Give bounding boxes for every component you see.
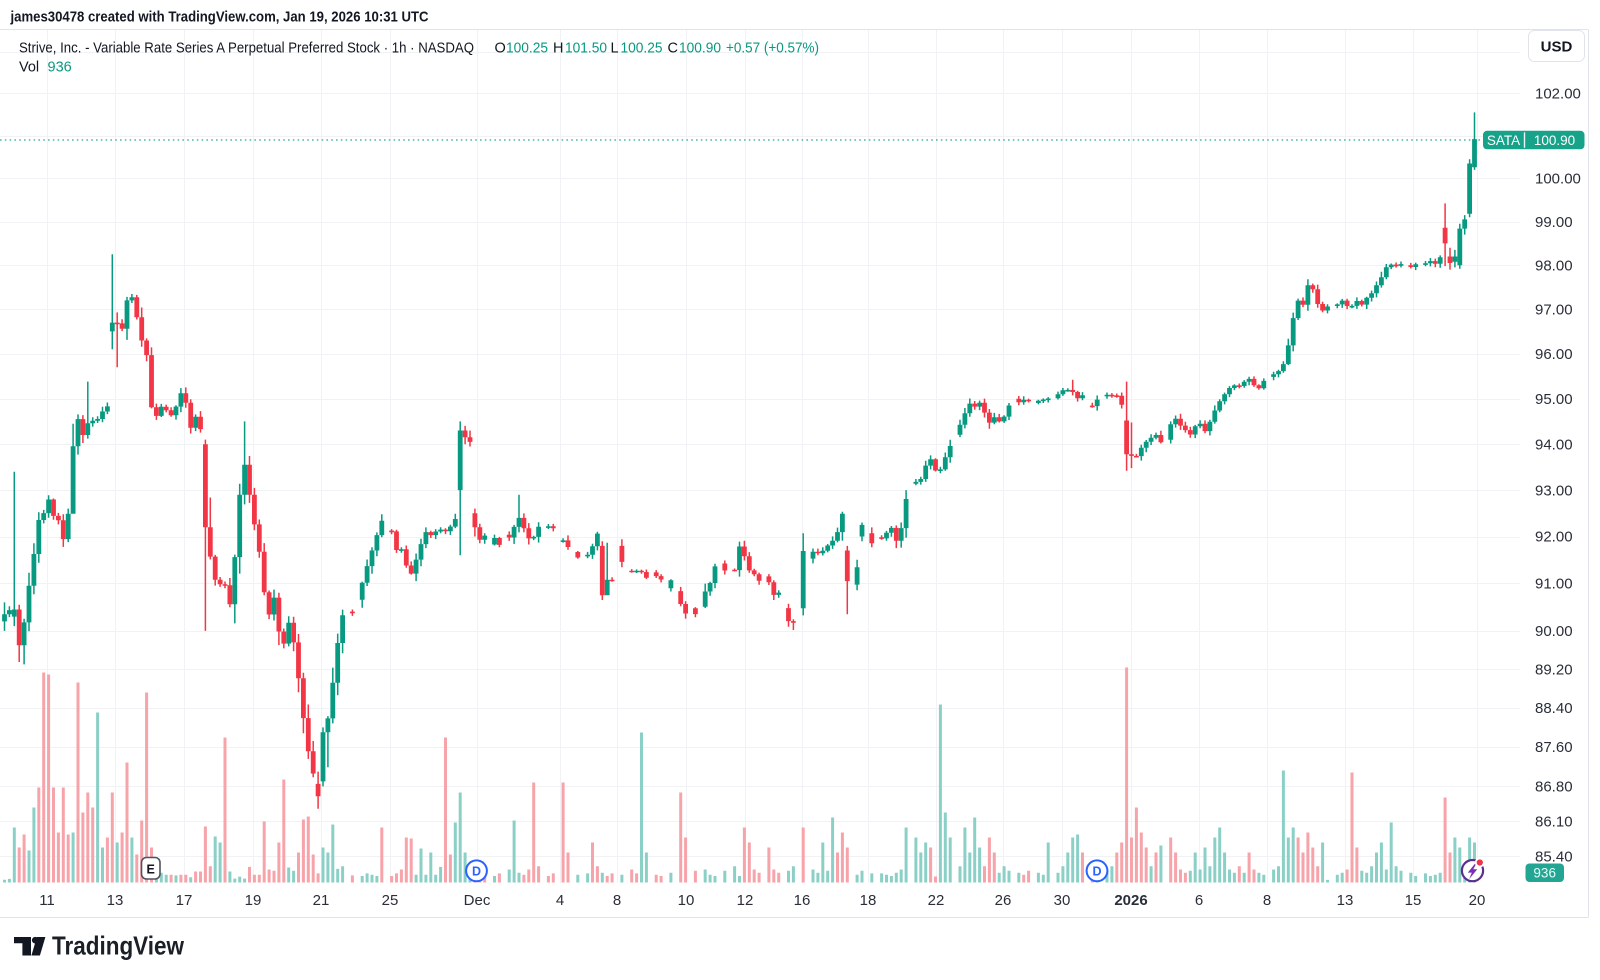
- svg-text:94.00: 94.00: [1535, 436, 1573, 453]
- svg-text:E: E: [147, 863, 155, 877]
- svg-text:8: 8: [613, 892, 621, 909]
- svg-text:10: 10: [678, 892, 695, 909]
- svg-text:98.00: 98.00: [1535, 257, 1573, 274]
- svg-text:86.80: 86.80: [1535, 779, 1573, 796]
- svg-text:15: 15: [1405, 892, 1422, 909]
- svg-text:8: 8: [1263, 892, 1271, 909]
- svg-text:93.00: 93.00: [1535, 482, 1573, 499]
- svg-text:Dec: Dec: [464, 892, 491, 909]
- svg-text:+0.57 (+0.57%): +0.57 (+0.57%): [726, 41, 819, 57]
- svg-text:13: 13: [107, 892, 124, 909]
- svg-text:25: 25: [382, 892, 399, 909]
- svg-text:17: 17: [176, 892, 193, 909]
- svg-text:89.20: 89.20: [1535, 661, 1573, 678]
- svg-text:L: L: [611, 41, 619, 57]
- svg-text:Vol: Vol: [19, 60, 39, 76]
- svg-text:26: 26: [995, 892, 1012, 909]
- svg-text:100.90: 100.90: [1534, 133, 1575, 148]
- svg-text:87.60: 87.60: [1535, 739, 1573, 756]
- svg-text:6: 6: [1195, 892, 1203, 909]
- svg-text:18: 18: [860, 892, 877, 909]
- svg-text:2026: 2026: [1114, 892, 1147, 909]
- svg-text:D: D: [472, 865, 481, 879]
- svg-text:100.25: 100.25: [506, 41, 548, 57]
- svg-text:O: O: [495, 41, 506, 57]
- svg-text:101.50: 101.50: [565, 41, 607, 57]
- svg-text:100.00: 100.00: [1535, 171, 1581, 188]
- svg-text:936: 936: [1533, 865, 1556, 880]
- svg-text:936: 936: [48, 60, 72, 76]
- svg-text:SATA: SATA: [1487, 133, 1520, 148]
- svg-text:16: 16: [794, 892, 811, 909]
- svg-text:96.00: 96.00: [1535, 346, 1573, 363]
- svg-text:21: 21: [313, 892, 330, 909]
- svg-text:12: 12: [737, 892, 754, 909]
- svg-text:USD: USD: [1541, 39, 1573, 56]
- svg-text:13: 13: [1337, 892, 1354, 909]
- svg-text:99.00: 99.00: [1535, 214, 1573, 231]
- svg-text:H: H: [553, 41, 563, 57]
- svg-text:20: 20: [1469, 892, 1486, 909]
- svg-text:19: 19: [245, 892, 262, 909]
- svg-text:97.00: 97.00: [1535, 302, 1573, 319]
- svg-text:100.90: 100.90: [679, 41, 721, 57]
- svg-text:james30478 created with Tradin: james30478 created with TradingView.com,…: [10, 9, 429, 26]
- svg-text:100.25: 100.25: [621, 41, 663, 57]
- svg-text:Strive, Inc. - Variable Rate S: Strive, Inc. - Variable Rate Series A Pe…: [19, 41, 474, 57]
- svg-text:22: 22: [928, 892, 945, 909]
- svg-text:86.10: 86.10: [1535, 813, 1573, 830]
- svg-text:95.00: 95.00: [1535, 391, 1573, 408]
- svg-text:91.00: 91.00: [1535, 576, 1573, 593]
- svg-text:102.00: 102.00: [1535, 86, 1581, 103]
- svg-text:88.40: 88.40: [1535, 700, 1573, 717]
- svg-text:D: D: [1092, 865, 1101, 879]
- svg-text:TradingView: TradingView: [52, 931, 185, 961]
- svg-text:30: 30: [1054, 892, 1071, 909]
- svg-text:11: 11: [39, 892, 55, 909]
- svg-text:92.00: 92.00: [1535, 529, 1573, 546]
- svg-text:90.00: 90.00: [1535, 623, 1573, 640]
- svg-text:C: C: [668, 41, 678, 57]
- svg-text:4: 4: [556, 892, 564, 909]
- svg-text:85.40: 85.40: [1535, 848, 1573, 865]
